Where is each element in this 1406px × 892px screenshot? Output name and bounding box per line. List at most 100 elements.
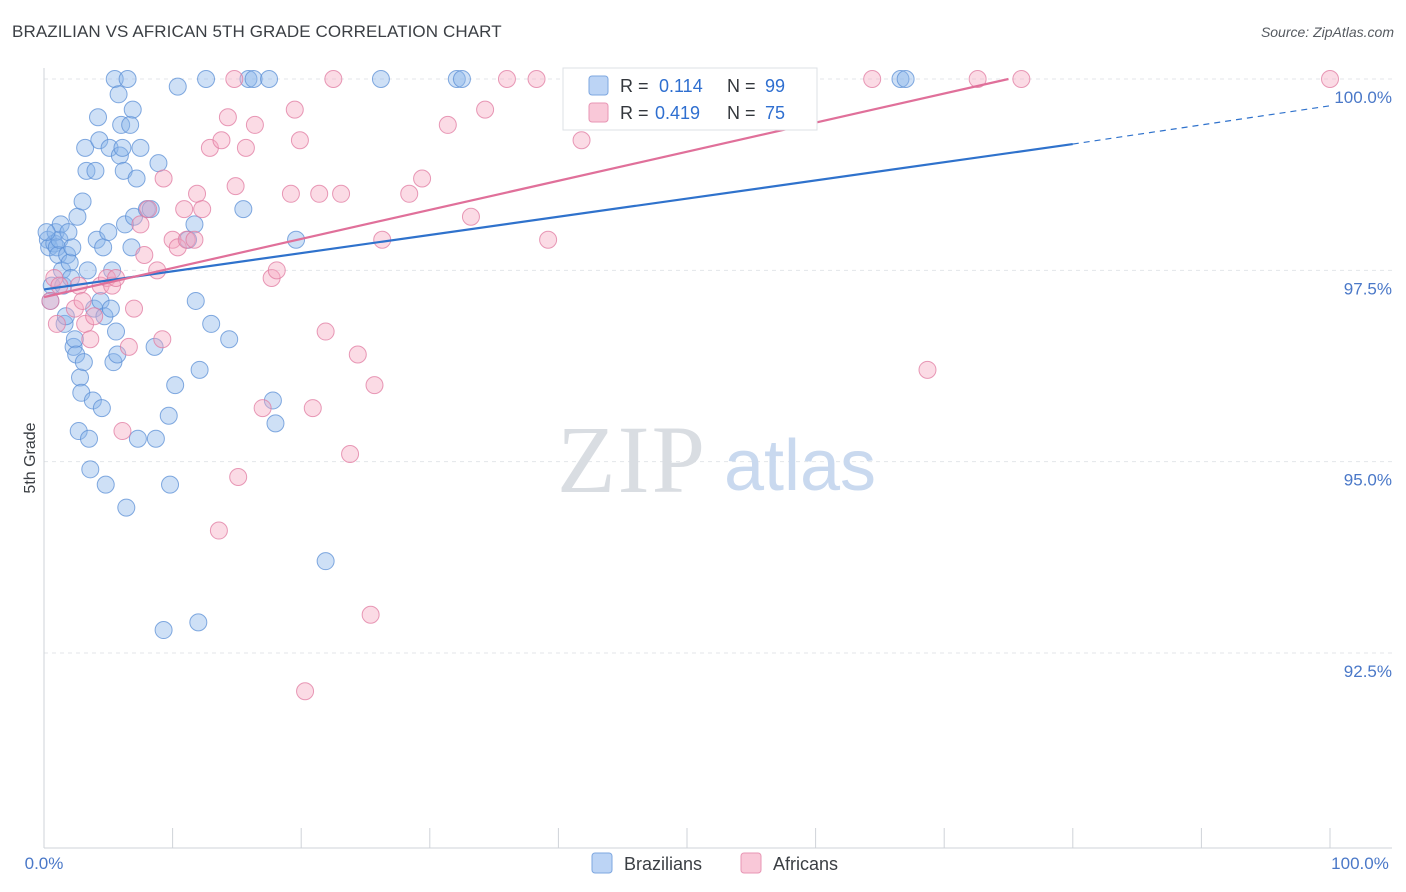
series-legend-swatch-brazilians <box>591 852 613 874</box>
data-point <box>413 169 432 188</box>
chart-title: BRAZILIAN VS AFRICAN 5TH GRADE CORRELATI… <box>12 22 502 41</box>
data-point <box>239 70 258 88</box>
data-point <box>146 429 165 448</box>
y-tick-label: 97.5% <box>1344 279 1392 298</box>
data-point <box>1321 70 1339 88</box>
y-tick-label: 92.5% <box>1344 662 1392 681</box>
data-point <box>109 85 128 104</box>
data-point <box>296 682 315 701</box>
data-point <box>105 70 124 88</box>
data-point <box>188 184 207 203</box>
data-point <box>145 337 164 356</box>
data-point <box>68 207 87 226</box>
legend-n-value-brazilians: 99 <box>765 76 785 96</box>
data-point <box>99 223 118 242</box>
data-point <box>125 299 144 318</box>
data-point <box>341 445 360 464</box>
data-point <box>91 291 110 310</box>
data-point <box>447 70 466 88</box>
data-point <box>159 406 178 425</box>
data-point <box>189 613 208 632</box>
data-point <box>37 223 56 242</box>
data-point <box>47 314 66 333</box>
data-point <box>190 360 209 379</box>
data-point <box>310 184 329 203</box>
y-tick-label: 95.0% <box>1344 471 1392 490</box>
data-point <box>161 475 180 494</box>
data-point <box>131 138 150 157</box>
data-point <box>497 70 516 88</box>
data-point <box>107 322 126 341</box>
data-point <box>234 200 253 219</box>
legend-r-value-brazilians: 0.114 <box>659 76 703 96</box>
watermark: ZIP atlas <box>557 406 876 513</box>
axes <box>43 68 1392 849</box>
x-tick-label-min: 0.0% <box>25 854 64 873</box>
data-point <box>263 391 282 410</box>
data-point <box>101 299 120 318</box>
data-point <box>96 475 115 494</box>
data-point <box>71 368 90 387</box>
data-point <box>303 399 322 418</box>
data-point <box>332 184 351 203</box>
data-point <box>316 552 335 571</box>
data-point <box>285 100 304 119</box>
legend-r-label-brazilians: R = <box>620 76 649 96</box>
data-point <box>89 108 108 127</box>
data-point <box>226 177 245 196</box>
series-africans-points <box>41 70 1339 701</box>
data-point <box>260 70 279 88</box>
data-point <box>154 621 173 640</box>
data-point <box>209 521 228 540</box>
data-point <box>123 100 142 119</box>
data-point <box>81 330 100 349</box>
x-ticks <box>43 828 1331 848</box>
data-point <box>177 230 196 249</box>
data-point <box>67 345 86 364</box>
data-point <box>81 460 100 479</box>
data-point <box>127 169 146 188</box>
data-point <box>281 184 300 203</box>
data-point <box>60 253 79 272</box>
data-point <box>113 138 132 157</box>
legend-swatch-brazilians <box>588 75 609 96</box>
data-point <box>896 70 915 88</box>
data-point <box>193 200 212 219</box>
data-point <box>539 230 558 249</box>
data-point <box>77 161 96 180</box>
legend-r-value-africans: 0.419 <box>655 103 700 123</box>
data-point <box>117 498 136 517</box>
data-point <box>202 314 221 333</box>
y-axis-title: 5th Grade <box>22 422 39 493</box>
data-point <box>452 70 471 88</box>
data-point <box>65 330 84 349</box>
data-point <box>73 291 92 310</box>
data-point <box>121 115 140 134</box>
data-point <box>185 215 204 234</box>
data-point <box>119 337 138 356</box>
data-point <box>116 215 135 234</box>
x-tick-label-max: 100.0% <box>1331 854 1389 873</box>
data-point <box>55 314 74 333</box>
data-point <box>100 138 119 157</box>
series-legend-swatch-africans <box>740 852 762 874</box>
data-point <box>135 246 154 265</box>
gridlines <box>44 78 1392 654</box>
legend-n-label-brazilians: N = <box>727 76 756 96</box>
data-point <box>968 70 987 88</box>
data-point <box>253 399 272 418</box>
data-point <box>74 353 93 372</box>
data-point <box>348 345 367 364</box>
data-point <box>78 261 97 280</box>
data-point <box>891 70 910 88</box>
data-point <box>56 307 75 326</box>
data-point <box>267 261 286 280</box>
data-point <box>65 299 84 318</box>
data-point <box>236 138 255 157</box>
data-point <box>92 399 111 418</box>
data-point <box>361 605 380 624</box>
y-tick-label: 100.0% <box>1334 88 1392 107</box>
data-point <box>168 238 187 257</box>
data-point <box>118 70 137 88</box>
